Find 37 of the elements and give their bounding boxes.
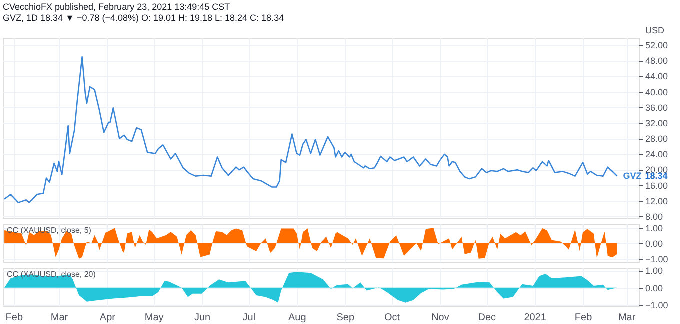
y-tick-label: 48.00 bbox=[646, 56, 668, 66]
line-series bbox=[4, 56, 618, 204]
y-tick-label: 28.00 bbox=[646, 134, 668, 144]
x-tick-label: Oct bbox=[384, 312, 400, 324]
x-tick-label: May bbox=[144, 312, 164, 324]
x-tick-label: Jun bbox=[194, 312, 211, 324]
text: 18.34 bbox=[645, 171, 668, 182]
x-tick-label: Jul bbox=[242, 312, 256, 324]
y-tick-label: 32.00 bbox=[646, 118, 668, 128]
y-tick-label: −1.00 bbox=[646, 254, 668, 264]
x-tick-label: Dec bbox=[478, 312, 496, 324]
x-tick-label: Mar bbox=[618, 312, 636, 324]
y-tick-label: 0.00 bbox=[646, 283, 664, 294]
x-tick-label: Nov bbox=[432, 312, 450, 324]
y-tick-label: 40.00 bbox=[646, 87, 668, 98]
chart-title: CVecchioFX published, February 23, 2021 13:49:45 CST bbox=[3, 2, 231, 12]
y-tick-label: 24.00 bbox=[646, 150, 668, 160]
y-tick-label: 1.00 bbox=[646, 223, 664, 234]
x-tick-label: Mar bbox=[50, 312, 69, 324]
y-tick-label: −1.00 bbox=[646, 300, 668, 311]
y-tick-label: 8.00 bbox=[646, 212, 664, 222]
y-tick-label: 12.00 bbox=[646, 196, 668, 206]
x-tick-label: Aug bbox=[288, 312, 306, 324]
x-tick-label: Feb bbox=[6, 312, 24, 324]
x-tick-label: Sep bbox=[336, 312, 355, 324]
y-tick-label: 1.00 bbox=[646, 266, 664, 276]
y-tick-label: 16.00 bbox=[646, 180, 668, 191]
series-label: GVZ bbox=[623, 171, 642, 182]
y-tick-label: 0.00 bbox=[646, 238, 664, 249]
x-tick-label: Feb bbox=[574, 312, 593, 324]
y-axis-title: USD bbox=[646, 26, 665, 36]
y-tick-label: 36.00 bbox=[646, 102, 668, 113]
y-tick-label: 52.00 bbox=[646, 40, 668, 51]
x-tick-label: Apr bbox=[100, 312, 116, 324]
chart-subtitle: GVZ, 1D 18.34 ▼ −0.78 (−4.08%) O: 19.01 H: 19.18 L: 18.24 C: 18.34 bbox=[3, 13, 284, 23]
x-tick-label: 2021 bbox=[524, 312, 547, 324]
y-tick-label: 44.00 bbox=[646, 72, 668, 82]
